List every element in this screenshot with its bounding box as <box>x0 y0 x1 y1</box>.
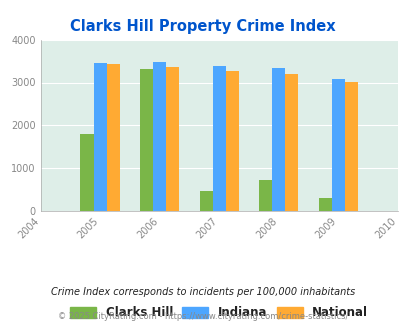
Bar <box>166 68 179 211</box>
Text: Clarks Hill Property Crime Index: Clarks Hill Property Crime Index <box>70 19 335 34</box>
Bar <box>258 180 272 211</box>
Bar <box>199 191 212 211</box>
Text: Crime Index corresponds to incidents per 100,000 inhabitants: Crime Index corresponds to incidents per… <box>51 287 354 297</box>
Bar <box>212 66 225 211</box>
Bar <box>107 64 119 211</box>
Bar <box>285 74 298 211</box>
Bar <box>153 62 166 211</box>
Bar <box>80 134 94 211</box>
Bar <box>344 82 357 211</box>
Bar <box>331 79 344 211</box>
Legend: Clarks Hill, Indiana, National: Clarks Hill, Indiana, National <box>70 306 367 319</box>
Bar <box>225 71 238 211</box>
Bar <box>272 68 285 211</box>
Bar <box>94 63 107 211</box>
Text: © 2025 CityRating.com - https://www.cityrating.com/crime-statistics/: © 2025 CityRating.com - https://www.city… <box>58 312 347 321</box>
Bar <box>140 69 153 211</box>
Bar <box>318 198 331 211</box>
